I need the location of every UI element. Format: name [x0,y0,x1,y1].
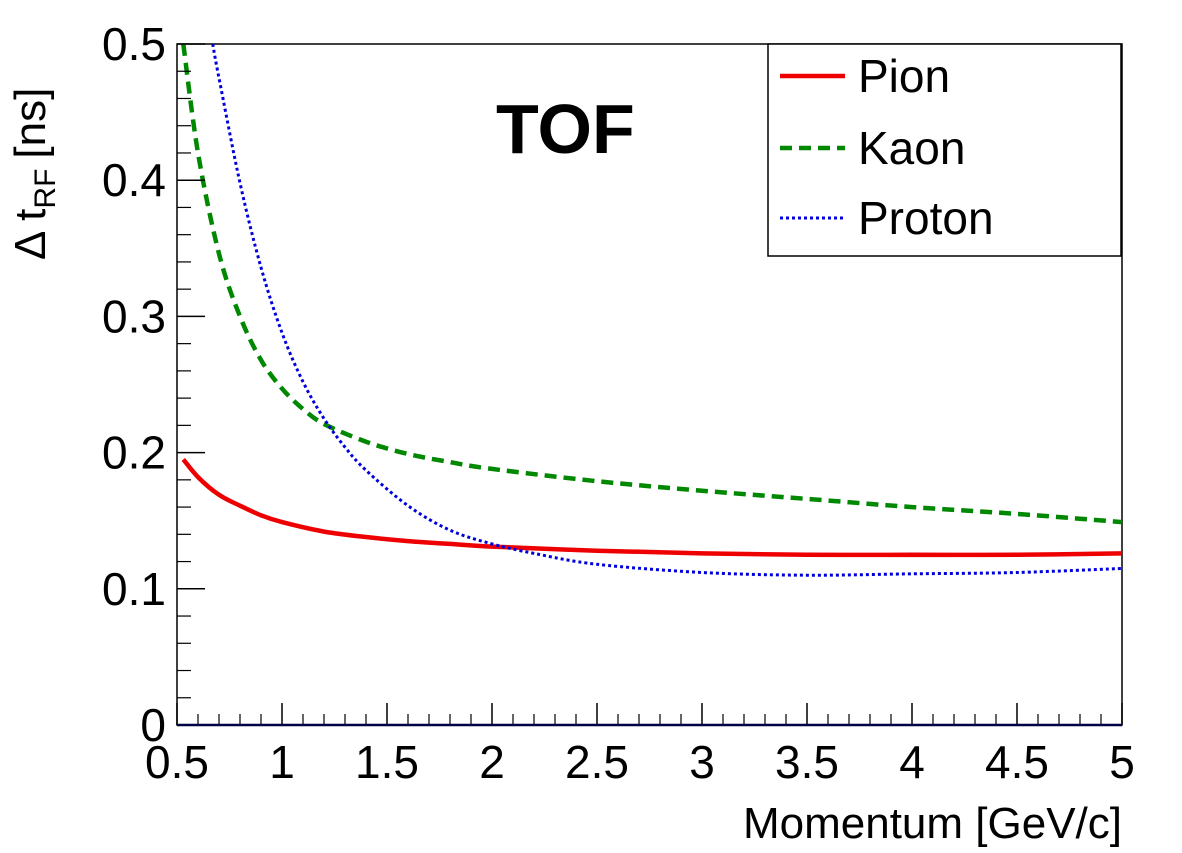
x-tick-label: 1 [269,736,295,788]
x-tick-label: 3 [689,736,715,788]
y-tick-label: 0.4 [102,154,166,206]
series-layer [181,44,1122,577]
axes-layer: 0.5 1 1.5 2 2.5 3 3.5 4 4.5 5 0 0.1 0.2 0.3 0.4 0.5 [102,18,1135,788]
x-axis-title: Momentum [GeV/c] [743,799,1122,848]
y-axis-title-main: Δ t [6,209,55,260]
legend: Pion Kaon Proton [767,43,1122,257]
legend-label-pion: Pion [858,50,950,102]
tof-annotation: TOF [496,90,635,168]
x-tick-label: 4.5 [985,736,1049,788]
y-tick-label: 0.3 [102,290,166,342]
legend-label-kaon: Kaon [858,122,965,174]
x-tick-label: 2.5 [565,736,629,788]
x-tick-label: 2 [479,736,505,788]
x-tick-label: 4 [899,736,925,788]
y-axis-title-sub: RF [29,169,62,209]
y-tick-label: 0.1 [102,563,166,615]
y-tick-label: 0.2 [102,427,166,479]
x-tick-label: 0.5 [145,736,209,788]
y-tick-label: 0 [140,699,166,751]
x-tick-label: 1.5 [355,736,419,788]
y-axis-title: Δ tRF [ns] [6,88,62,260]
series-line-pion [181,457,1122,558]
y-tick-label: 0.5 [102,18,166,70]
y-axis-title-unit: [ns] [6,88,55,159]
series-line-kaon [181,44,1122,525]
series-line-proton [211,44,1122,577]
x-tick-label: 5 [1109,736,1135,788]
legend-label-proton: Proton [858,192,994,244]
x-tick-label: 3.5 [775,736,839,788]
